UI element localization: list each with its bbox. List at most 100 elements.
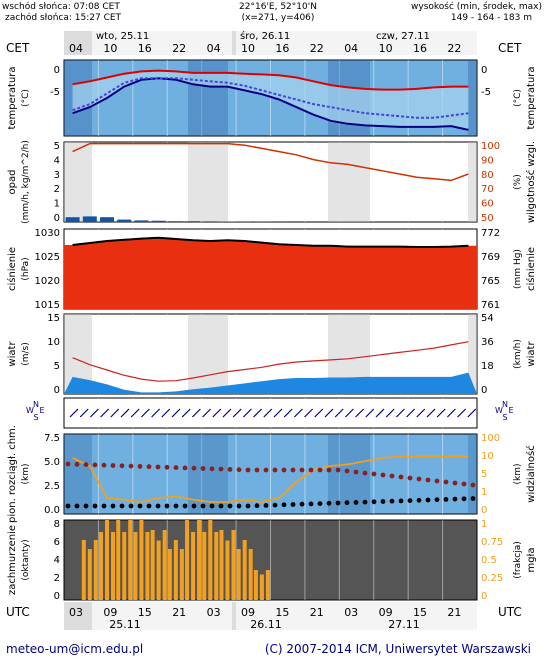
right-tick-label: 765 bbox=[481, 276, 500, 287]
cloud-top-point bbox=[398, 474, 404, 480]
wind-arrow bbox=[181, 408, 191, 418]
cloud-cover-bar bbox=[259, 574, 264, 600]
bottom-day-label: 26.11 bbox=[250, 618, 282, 631]
compass-left: NW ES bbox=[26, 400, 44, 422]
right-tick-label: 70 bbox=[481, 184, 494, 195]
compass-s: S bbox=[33, 413, 38, 422]
grid-text: (x=271, y=406) bbox=[242, 13, 315, 23]
left-axis-title: ciśnienie bbox=[6, 247, 18, 291]
left-tick-label: 2 bbox=[54, 184, 60, 195]
left-axis-title: pion. rozciągł. chm. bbox=[7, 425, 18, 523]
cloud-base-point bbox=[317, 501, 323, 506]
cloud-cover-bar bbox=[122, 532, 127, 600]
right-tick-label: 772 bbox=[481, 228, 500, 239]
left-tick-label: 0 bbox=[54, 385, 60, 396]
cloud-top-point bbox=[353, 469, 359, 475]
left-tick-label: 10 bbox=[47, 337, 60, 348]
left-tick-label: 1025 bbox=[35, 252, 60, 263]
left-tick-label: 0 bbox=[54, 213, 60, 224]
cloud-top-point bbox=[119, 463, 125, 469]
cloud-base-point bbox=[326, 500, 332, 506]
precip-bar bbox=[168, 221, 183, 222]
cloud-cover-bar bbox=[173, 540, 178, 600]
pressure-area bbox=[64, 237, 477, 309]
cloud-top-point bbox=[227, 467, 233, 472]
top-hour-label: 10 bbox=[379, 42, 393, 55]
right-tick-label: 60 bbox=[481, 199, 494, 210]
cloud-cover-bar bbox=[105, 520, 110, 600]
cloud-top-point bbox=[344, 468, 350, 474]
cloud-cover-bar bbox=[236, 549, 241, 600]
wind-arrow bbox=[406, 408, 416, 418]
right-tick-label: 80 bbox=[481, 170, 494, 181]
cloud-cover-bar bbox=[116, 520, 121, 600]
compass-n: N bbox=[502, 400, 508, 409]
cloud-cover-bar bbox=[185, 520, 190, 600]
cloud-cover-bar bbox=[150, 530, 155, 600]
wind-arrow bbox=[457, 408, 467, 418]
cloud-base-point bbox=[290, 502, 296, 507]
precip-bar bbox=[151, 220, 166, 222]
cloud-cover-bar bbox=[111, 532, 116, 600]
cloud-top-point bbox=[380, 472, 386, 478]
left-tick-label: 6 bbox=[54, 537, 60, 548]
cloud-base-point bbox=[218, 503, 224, 509]
wind-arrow bbox=[120, 408, 130, 418]
cloud-base-point bbox=[470, 496, 476, 501]
wind-arrow bbox=[212, 408, 222, 418]
wind-speed-area bbox=[64, 372, 477, 394]
wind-arrow bbox=[89, 408, 99, 418]
wind-arrow bbox=[416, 408, 426, 418]
left-tick-label: 8 bbox=[54, 519, 60, 530]
cloud-cover-bar bbox=[139, 520, 144, 600]
compass-s: S bbox=[502, 413, 507, 422]
bottom-hour-label: 09 bbox=[379, 606, 393, 619]
right-axis-unit: (km) bbox=[513, 463, 523, 484]
cloud-cover-bar bbox=[248, 549, 253, 600]
cloud-top-point bbox=[263, 467, 269, 473]
cloud-cover-bar bbox=[191, 532, 196, 600]
cloud-base-point bbox=[434, 497, 440, 503]
wind-arrow bbox=[232, 408, 242, 418]
cloud-base-point bbox=[416, 497, 422, 503]
top-hour-label: 22 bbox=[447, 42, 461, 55]
bottom-hour-label: 21 bbox=[172, 606, 186, 619]
footer-email[interactable]: meteo-um@icm.edu.pl bbox=[6, 642, 143, 656]
right-tick-label: 1 bbox=[481, 487, 487, 498]
cloud-base-point bbox=[173, 503, 179, 509]
right-axis-unit: (°C) bbox=[513, 89, 523, 107]
cloud-base-point bbox=[191, 503, 197, 509]
cloud-top-point bbox=[452, 480, 458, 486]
cloud-top-point bbox=[470, 482, 476, 488]
top-hour-label: 16 bbox=[138, 42, 152, 55]
cloud-cover-bar bbox=[93, 540, 98, 600]
precip-bar bbox=[186, 221, 201, 222]
wind-arrow bbox=[324, 408, 334, 418]
precip-bar bbox=[134, 220, 149, 222]
wind-arrow bbox=[293, 408, 303, 418]
cloud-cover-bar bbox=[81, 540, 86, 600]
right-tick-label: 761 bbox=[481, 300, 500, 311]
cloud-base-point bbox=[227, 503, 233, 509]
cloud-top-point bbox=[182, 465, 188, 471]
compass-right: NW ES bbox=[495, 400, 513, 422]
right-tick-label: 100 bbox=[481, 141, 500, 152]
bottom-axis: UTC UTC 03 09 15 21 03 09 15 21 03 09 15 21 25.11 26… bbox=[6, 602, 522, 631]
cloud-cover-bar bbox=[99, 532, 104, 600]
left-tick-label: 2.5 bbox=[44, 481, 60, 492]
cloud-top-point bbox=[110, 463, 116, 468]
precip-bar bbox=[203, 221, 218, 222]
left-axis-unit: (°C) bbox=[21, 89, 31, 107]
cloud-cover-bar bbox=[214, 532, 219, 600]
temperature-max-line bbox=[72, 69, 469, 91]
sunrise-text: wschód słońca: 07:08 CET bbox=[2, 1, 120, 12]
right-axis-title: wiatr bbox=[526, 341, 537, 367]
left-tick-label: 0 bbox=[54, 65, 60, 76]
sunset-text: zachód słońca: 15:27 CET bbox=[5, 12, 122, 23]
compass-e: E bbox=[39, 406, 44, 415]
wind-arrow bbox=[202, 408, 212, 418]
top-hour-label: 10 bbox=[241, 42, 255, 55]
pressure-line bbox=[72, 236, 469, 248]
